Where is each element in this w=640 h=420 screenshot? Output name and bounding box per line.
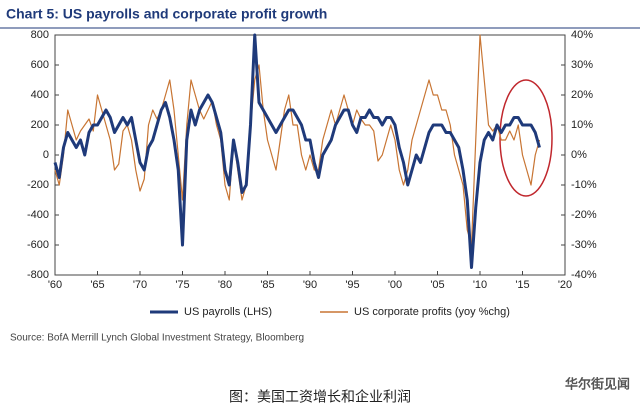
- x-tick-label: '70: [133, 279, 147, 291]
- x-tick-label: '20: [558, 279, 572, 291]
- x-tick-label: '75: [175, 279, 189, 291]
- y-tick-label: -400: [27, 209, 49, 221]
- y-tick-label: 200: [31, 119, 49, 131]
- x-tick-label: '90: [303, 279, 317, 291]
- y2-tick-label: -40%: [571, 269, 597, 281]
- y2-tick-label: -20%: [571, 209, 597, 221]
- y2-tick-label: 0%: [571, 149, 587, 161]
- y2-tick-label: 10%: [571, 119, 593, 131]
- y2-tick-label: -30%: [571, 239, 597, 251]
- series-line: [54, 34, 541, 246]
- y-tick-label: -600: [27, 239, 49, 251]
- y-tick-label: -200: [27, 179, 49, 191]
- series-line: [53, 33, 541, 269]
- legend-label: US payrolls (LHS): [184, 306, 272, 318]
- source-note: Source: BofA Merrill Lynch Global Invest…: [10, 333, 304, 344]
- caption: 图：美国工资增长和企业利润: [229, 389, 411, 405]
- x-tick-label: '85: [260, 279, 274, 291]
- y-tick-label: 800: [31, 29, 49, 41]
- y-tick-label: -800: [27, 269, 49, 281]
- x-tick-label: '65: [90, 279, 104, 291]
- y2-tick-label: 20%: [571, 89, 593, 101]
- x-tick-label: '60: [48, 279, 62, 291]
- legend-label: US corporate profits (yoy %chg): [354, 306, 510, 318]
- y2-tick-label: -10%: [571, 179, 597, 191]
- watermark: 华尔街见闻: [565, 376, 630, 391]
- highlight-ellipse: [499, 79, 553, 197]
- x-tick-label: '15: [515, 279, 529, 291]
- x-tick-label: '10: [473, 279, 487, 291]
- y2-tick-label: 30%: [571, 59, 593, 71]
- y2-tick-label: 40%: [571, 29, 593, 41]
- y-tick-label: 0: [43, 149, 49, 161]
- x-tick-label: '00: [388, 279, 402, 291]
- x-tick-label: '80: [218, 279, 232, 291]
- chart-title: Chart 5: US payrolls and corporate profi…: [6, 6, 327, 22]
- y-tick-label: 600: [31, 59, 49, 71]
- y-tick-label: 400: [31, 89, 49, 101]
- x-tick-label: '05: [430, 279, 444, 291]
- x-tick-label: '95: [345, 279, 359, 291]
